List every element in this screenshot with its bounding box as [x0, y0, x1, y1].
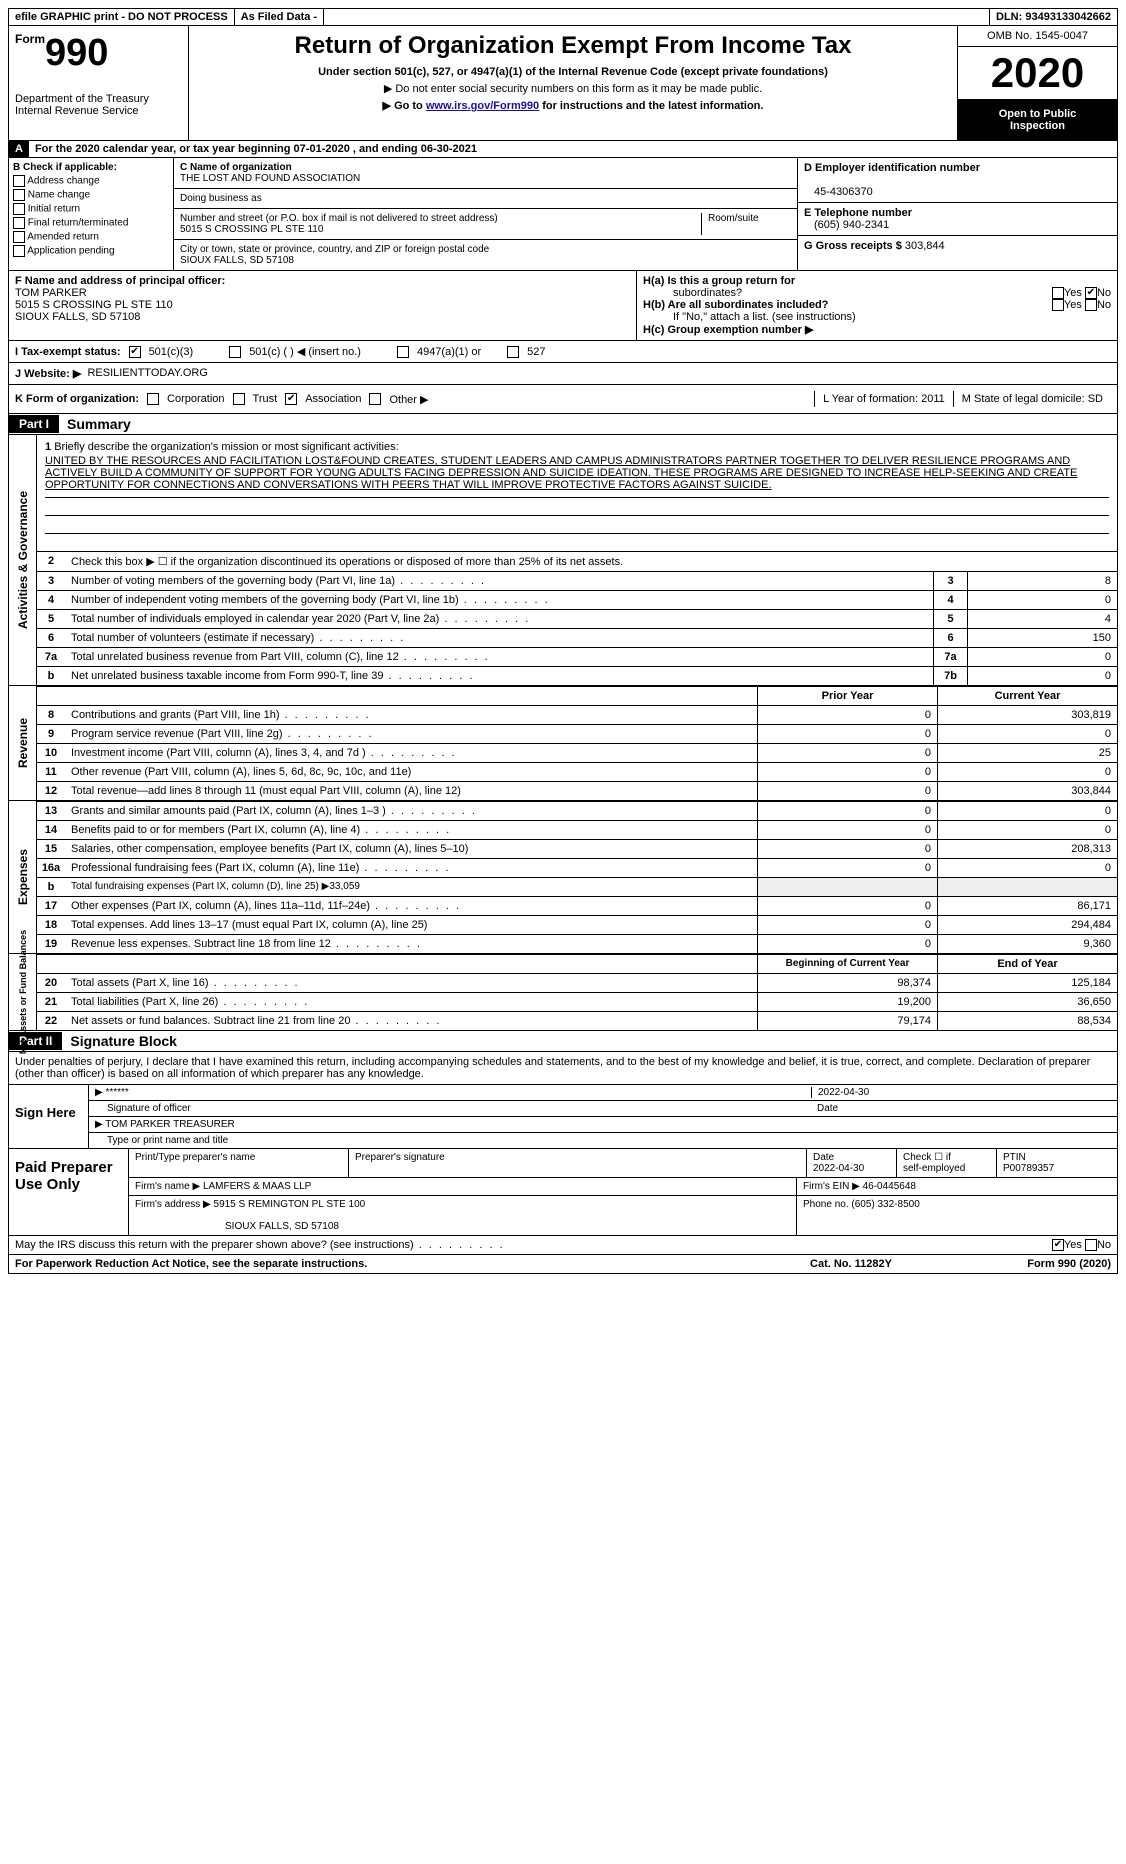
- cb-final-return[interactable]: Final return/terminated: [13, 217, 169, 229]
- form-footer: Form 990 (2020): [951, 1258, 1111, 1270]
- part2-header: Part II Signature Block: [8, 1031, 1118, 1052]
- year-formation: L Year of formation: 2011: [814, 391, 953, 407]
- website-row: J Website: ▶ RESILIENTTODAY.ORG: [8, 363, 1118, 385]
- cb-501c3[interactable]: ✔: [129, 346, 141, 358]
- sign-here-label: Sign Here: [9, 1085, 89, 1148]
- tax-year-line: For the 2020 calendar year, or tax year …: [29, 141, 483, 157]
- officer-row: F Name and address of principal officer:…: [8, 271, 1118, 341]
- revenue-section: Revenue Prior YearCurrent Year 8Contribu…: [8, 686, 1118, 801]
- tax-year: 2020: [958, 47, 1117, 100]
- cb-discuss-no[interactable]: [1085, 1239, 1097, 1251]
- cb-amended[interactable]: Amended return: [13, 231, 169, 243]
- org-name-box: C Name of organizationTHE LOST AND FOUND…: [174, 158, 797, 189]
- net-assets-section: Net Assets or Fund Balances Beginning of…: [8, 954, 1118, 1031]
- b-label: B Check if applicable:: [13, 162, 169, 173]
- cb-address-change[interactable]: Address change: [13, 175, 169, 187]
- paperwork-notice: For Paperwork Reduction Act Notice, see …: [15, 1258, 751, 1270]
- signature-block: Under penalties of perjury, I declare th…: [8, 1052, 1118, 1149]
- omb-number: OMB No. 1545-0047: [958, 26, 1117, 47]
- efile-notice: efile GRAPHIC print - DO NOT PROCESS: [9, 9, 235, 25]
- section-a-tab: A: [9, 141, 29, 157]
- irs-link[interactable]: www.irs.gov/Form990: [426, 100, 539, 112]
- cb-discuss-yes[interactable]: ✔: [1052, 1239, 1064, 1251]
- expenses-section: Expenses 13Grants and similar amounts pa…: [8, 801, 1118, 954]
- state-domicile: M State of legal domicile: SD: [953, 391, 1111, 407]
- form-of-org: K Form of organization: Corporation Trus…: [8, 385, 1118, 414]
- ssn-note: ▶ Do not enter social security numbers o…: [195, 82, 951, 95]
- cb-initial-return[interactable]: Initial return: [13, 203, 169, 215]
- dln: DLN: 93493133042662: [990, 9, 1117, 25]
- form-number: Form990: [15, 32, 182, 75]
- cb-501c[interactable]: [229, 346, 241, 358]
- dba-box: Doing business as: [174, 189, 797, 209]
- cb-application-pending[interactable]: Application pending: [13, 245, 169, 257]
- top-bar: efile GRAPHIC print - DO NOT PROCESS As …: [8, 8, 1118, 26]
- form-subtitle: Under section 501(c), 527, or 4947(a)(1)…: [195, 66, 951, 78]
- cb-527[interactable]: [507, 346, 519, 358]
- as-filed: As Filed Data -: [235, 9, 324, 25]
- cat-no: Cat. No. 11282Y: [751, 1258, 951, 1270]
- part1-header: Part I Summary: [8, 414, 1118, 435]
- phone-box: E Telephone number(605) 940-2341: [798, 203, 1117, 236]
- gross-receipts: G Gross receipts $ 303,844: [798, 236, 1117, 256]
- open-public: Open to PublicInspection: [958, 100, 1117, 140]
- cb-name-change[interactable]: Name change: [13, 189, 169, 201]
- tax-exempt-status: I Tax-exempt status: ✔ 501(c)(3) 501(c) …: [8, 341, 1118, 363]
- mission-text: UNITED BY THE RESOURCES AND FACILITATION…: [45, 455, 1109, 491]
- form-title: Return of Organization Exempt From Incom…: [195, 32, 951, 60]
- form-header: Form990 Department of the TreasuryIntern…: [8, 26, 1118, 141]
- goto-link-row: ▶ Go to www.irs.gov/Form990 for instruct…: [195, 99, 951, 112]
- entity-section: B Check if applicable: Address change Na…: [8, 158, 1118, 271]
- cb-4947[interactable]: [397, 346, 409, 358]
- city-box: City or town, state or province, country…: [174, 240, 797, 270]
- paid-preparer: Paid Preparer Use Only Print/Type prepar…: [8, 1149, 1118, 1236]
- ein-box: D Employer identification number45-43063…: [798, 158, 1117, 203]
- dept-treasury: Department of the TreasuryInternal Reven…: [15, 93, 182, 117]
- perjury-text: Under penalties of perjury, I declare th…: [9, 1052, 1117, 1085]
- activities-governance: Activities & Governance 1 Briefly descri…: [8, 435, 1118, 686]
- address-box: Number and street (or P.O. box if mail i…: [174, 209, 797, 240]
- discuss-row: May the IRS discuss this return with the…: [8, 1236, 1118, 1255]
